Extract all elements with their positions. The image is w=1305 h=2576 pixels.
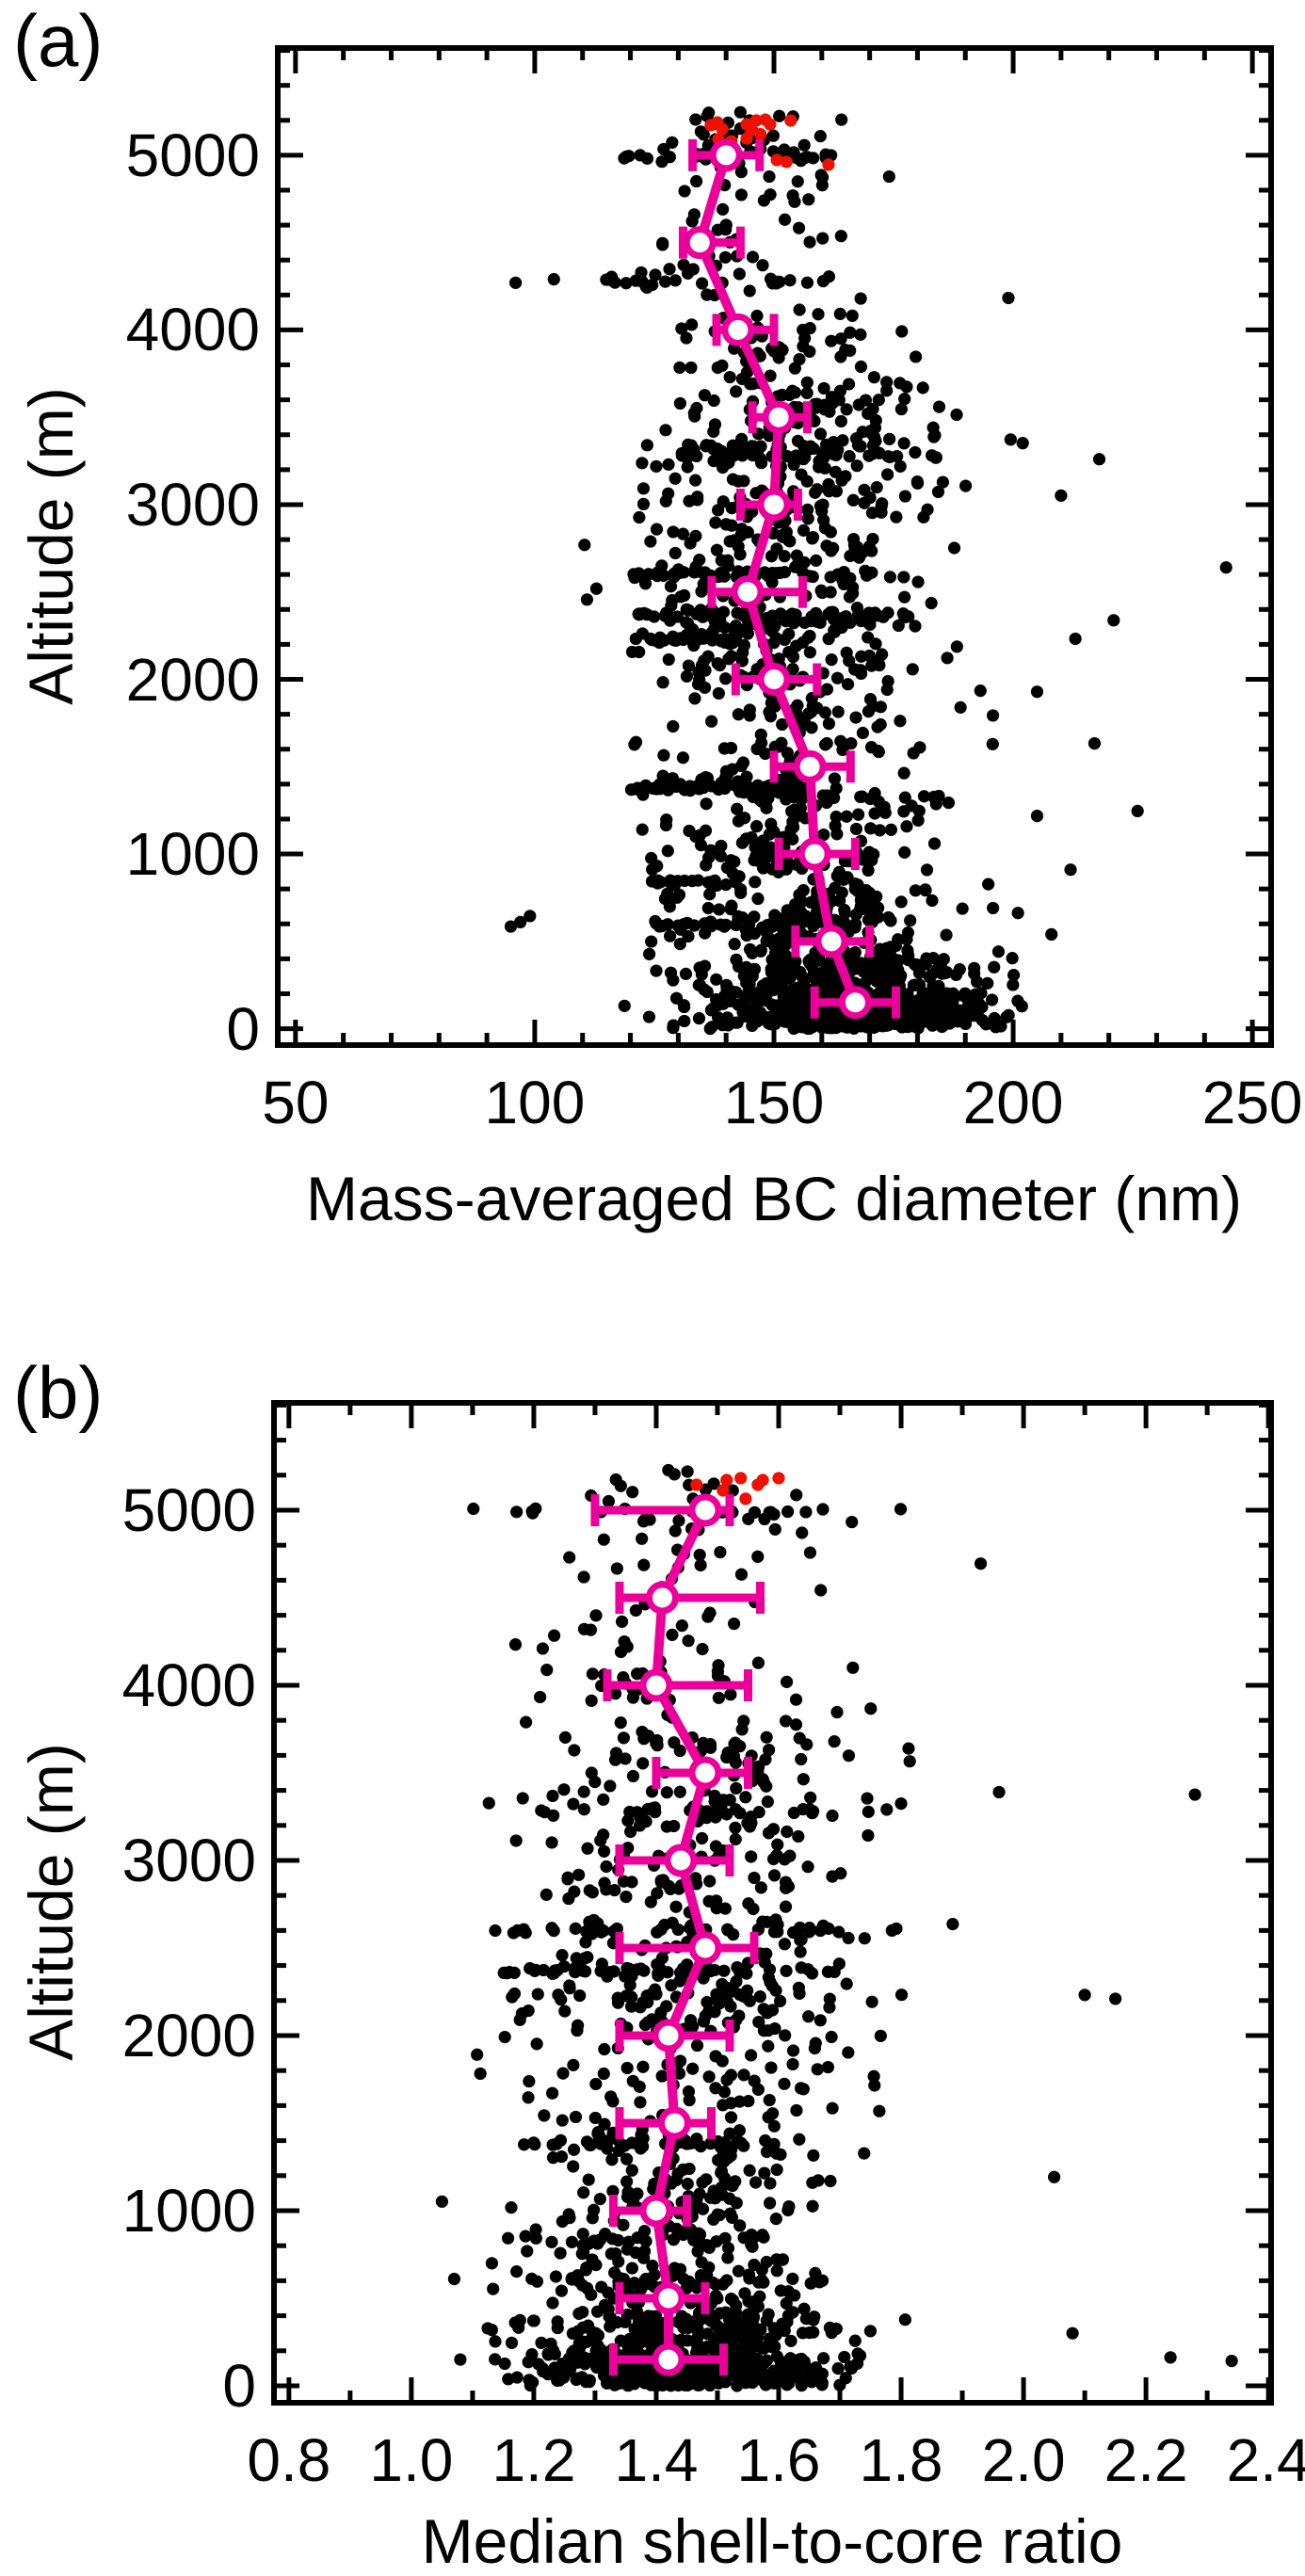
x-tick-label: 1.0 [369,2426,454,2494]
panel-a-y-axis-title: Altitude (m) [16,387,86,705]
panel-a-label: (a) [13,0,104,82]
x-tick-label: 250 [1201,1069,1303,1136]
x-tick-label: 1.2 [491,2426,576,2494]
y-tick-label: 5000 [125,121,260,189]
panel-b-x-axis-title: Median shell-to-core ratio [421,2506,1123,2576]
x-tick-label: 100 [484,1069,586,1136]
y-tick-label: 4000 [125,296,260,364]
x-tick-label: 150 [723,1069,825,1136]
x-tick-label: 1.8 [859,2426,943,2494]
x-tick-label: 2.0 [981,2426,1066,2494]
y-tick-label: 3000 [121,1826,256,1894]
y-tick-label: 2000 [125,645,260,714]
y-tick-label: 1000 [125,820,260,889]
x-tick-label: 2.4 [1226,2426,1305,2494]
panel-b-plot [271,1400,1274,2406]
x-tick-label: 1.6 [736,2426,821,2494]
panel-a-plot [275,45,1274,1048]
x-tick-label: 200 [962,1069,1064,1136]
y-tick-label: 4000 [121,1650,256,1719]
y-tick-label: 1000 [121,2176,256,2245]
y-tick-label: 0 [222,2351,256,2420]
y-tick-label: 5000 [121,1475,256,1544]
x-tick-label: 1.4 [614,2426,699,2494]
y-tick-label: 0 [226,994,260,1063]
x-tick-label: 2.2 [1104,2426,1188,2494]
panel-b-label: (b) [13,1351,104,1434]
y-tick-label: 2000 [121,2001,256,2069]
x-tick-label: 50 [262,1069,330,1136]
y-tick-label: 3000 [125,470,260,539]
panel-a-x-axis-title: Mass-averaged BC diameter (nm) [306,1164,1242,1233]
panel-b-y-axis-title: Altitude (m) [16,1743,86,2061]
x-tick-label: 0.8 [247,2426,331,2494]
